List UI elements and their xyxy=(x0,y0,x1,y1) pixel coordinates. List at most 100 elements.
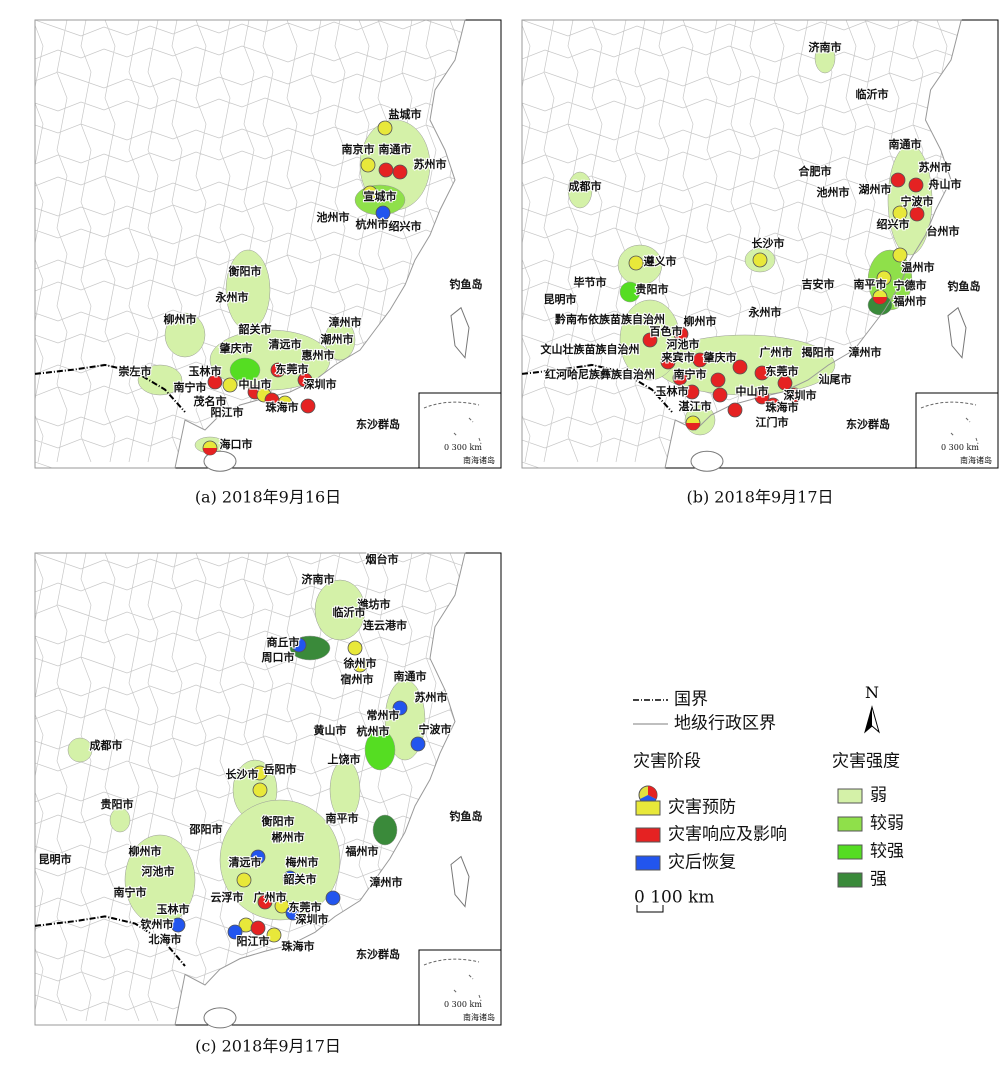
stage-marker xyxy=(250,920,266,936)
city-label: 台州市 xyxy=(927,224,960,238)
city-label: 柳州市 xyxy=(164,312,197,326)
marker-circle xyxy=(250,849,266,865)
stage-marker xyxy=(236,872,252,888)
national-border xyxy=(34,363,186,413)
marker-circle xyxy=(692,352,708,368)
stage-marker xyxy=(642,332,658,348)
stage-marker xyxy=(890,172,906,188)
marker-circle xyxy=(270,362,286,378)
marker-circle xyxy=(264,392,280,408)
city-label: 毕节市 xyxy=(574,275,607,289)
city-label: 周口市 xyxy=(262,650,295,664)
panel-caption: (b) 2018年9月17日 xyxy=(686,488,833,507)
intensity-region xyxy=(229,357,261,383)
hainan xyxy=(203,450,237,472)
marker-circle xyxy=(378,162,394,178)
intensity-region xyxy=(67,737,93,763)
marker-circle xyxy=(222,377,238,393)
stage-marker xyxy=(712,387,728,403)
stage-marker xyxy=(227,924,243,940)
city-label: 贵阳市 xyxy=(636,282,669,296)
marker-circle xyxy=(257,894,273,910)
coastline xyxy=(522,20,961,468)
intensity-region xyxy=(324,319,356,361)
intensity-region xyxy=(164,312,206,358)
city-label: 合肥市 xyxy=(799,164,832,178)
marker-circle xyxy=(375,205,391,221)
stage-marker xyxy=(257,894,273,910)
city-label: 漳州市 xyxy=(370,875,403,889)
marker-circle xyxy=(377,120,393,136)
stage-marker xyxy=(170,917,186,933)
marker-circle xyxy=(732,359,748,375)
city-label: 深圳市 xyxy=(296,912,329,926)
intensity-region xyxy=(314,579,366,641)
city-label: 舟山市 xyxy=(929,177,962,191)
city-label: 汕尾市 xyxy=(819,372,852,386)
land-area xyxy=(35,20,465,468)
city-label: 长沙市 xyxy=(226,767,259,781)
city-label: 崇左市 xyxy=(119,364,152,378)
marker-circle xyxy=(754,365,770,381)
marker-circle xyxy=(673,326,689,342)
stage-swatch xyxy=(635,855,661,871)
stage-marker xyxy=(692,352,708,368)
legend-label: 灾害响应及影响 xyxy=(668,825,787,845)
city-label: 黄山市 xyxy=(314,723,347,737)
city-label: 南宁市 xyxy=(674,367,707,381)
inset-frame xyxy=(418,949,502,1026)
stage-marker xyxy=(673,326,689,342)
city-label: 珠海市 xyxy=(266,400,299,414)
marker-half xyxy=(873,297,887,304)
intensity-swatch xyxy=(837,844,863,860)
city-label: 广州市 xyxy=(760,345,793,359)
city-label: 杭州市 xyxy=(356,217,389,231)
stage-marker xyxy=(787,387,803,403)
stage-marker xyxy=(270,362,286,378)
stage-marker xyxy=(892,205,908,221)
city-label: 东沙群岛 xyxy=(846,417,890,431)
intensity-region xyxy=(137,364,183,396)
marker-circle xyxy=(236,872,252,888)
stage-swatch xyxy=(635,827,661,843)
inset-label: 南海诸岛 xyxy=(463,455,495,465)
stage-marker xyxy=(266,927,282,943)
stage-swatch xyxy=(635,800,661,816)
city-label: 梅州市 xyxy=(286,855,319,869)
marker-circle xyxy=(274,898,290,914)
legend-label: 强 xyxy=(870,870,887,890)
intensity-region xyxy=(619,281,641,303)
pie-icon xyxy=(638,785,658,805)
hainan xyxy=(203,1007,237,1029)
intensity-region xyxy=(219,799,341,921)
national-border xyxy=(34,915,186,967)
stage-marker xyxy=(684,384,700,400)
marker-circle xyxy=(890,172,906,188)
stage-marker xyxy=(754,389,770,405)
intensity-region xyxy=(814,42,836,74)
stage-marker xyxy=(252,765,268,781)
marker-circle xyxy=(777,375,793,391)
scale-bar xyxy=(636,905,664,913)
city-label: 杭州市 xyxy=(357,724,390,738)
city-label: 深圳市 xyxy=(304,377,337,391)
stage-marker xyxy=(252,782,268,798)
city-label: 珠海市 xyxy=(282,939,315,953)
city-label: 郴州市 xyxy=(272,830,305,844)
city-label: 临沂市 xyxy=(333,605,366,619)
panel-caption: (a) 2018年9月16日 xyxy=(195,488,341,507)
city-label: 衡阳市 xyxy=(262,814,295,828)
stage-marker xyxy=(377,120,393,136)
city-label: 文山壮族苗族自治州 xyxy=(541,342,640,356)
coastline xyxy=(35,553,465,1025)
intensity-swatch xyxy=(837,816,863,832)
legend-label: 较弱 xyxy=(870,814,904,834)
city-label: 韶关市 xyxy=(284,872,317,886)
marker-circle xyxy=(252,782,268,798)
city-label: 百色市 xyxy=(650,324,683,338)
intensity-region xyxy=(372,814,398,846)
city-label: 钓鱼岛 xyxy=(948,279,981,293)
national-border xyxy=(521,363,673,413)
city-label: 潮州市 xyxy=(321,332,354,346)
